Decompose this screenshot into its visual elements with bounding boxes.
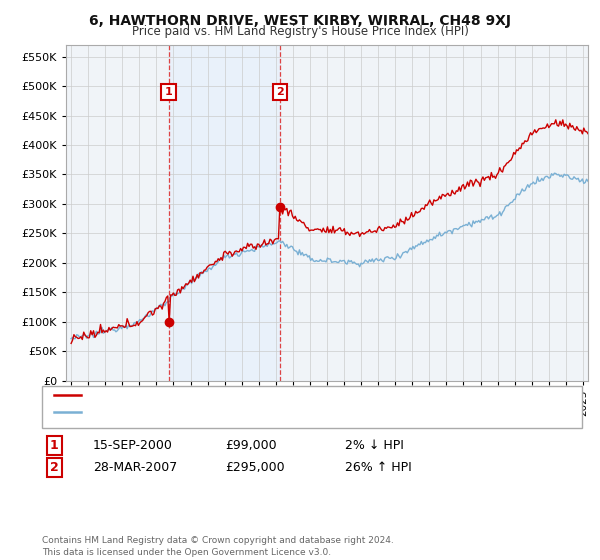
Text: 2% ↓ HPI: 2% ↓ HPI xyxy=(345,438,404,452)
Text: 1: 1 xyxy=(50,438,58,452)
Text: £295,000: £295,000 xyxy=(225,461,284,474)
Text: 2: 2 xyxy=(276,87,284,97)
Text: £99,000: £99,000 xyxy=(225,438,277,452)
Text: HPI: Average price, detached house, Wirral: HPI: Average price, detached house, Wirr… xyxy=(87,407,311,417)
Text: Contains HM Land Registry data © Crown copyright and database right 2024.
This d: Contains HM Land Registry data © Crown c… xyxy=(42,536,394,557)
Text: 6, HAWTHORN DRIVE, WEST KIRBY, WIRRAL, CH48 9XJ: 6, HAWTHORN DRIVE, WEST KIRBY, WIRRAL, C… xyxy=(89,14,511,28)
Text: 1: 1 xyxy=(164,87,172,97)
Text: 6, HAWTHORN DRIVE, WEST KIRBY, WIRRAL, CH48 9XJ (detached house): 6, HAWTHORN DRIVE, WEST KIRBY, WIRRAL, C… xyxy=(87,390,463,400)
Bar xyxy=(169,45,280,381)
Text: Price paid vs. HM Land Registry's House Price Index (HPI): Price paid vs. HM Land Registry's House … xyxy=(131,25,469,38)
Text: 2: 2 xyxy=(50,461,58,474)
Text: 28-MAR-2007: 28-MAR-2007 xyxy=(93,461,177,474)
Text: 15-SEP-2000: 15-SEP-2000 xyxy=(93,438,173,452)
Text: 26% ↑ HPI: 26% ↑ HPI xyxy=(345,461,412,474)
